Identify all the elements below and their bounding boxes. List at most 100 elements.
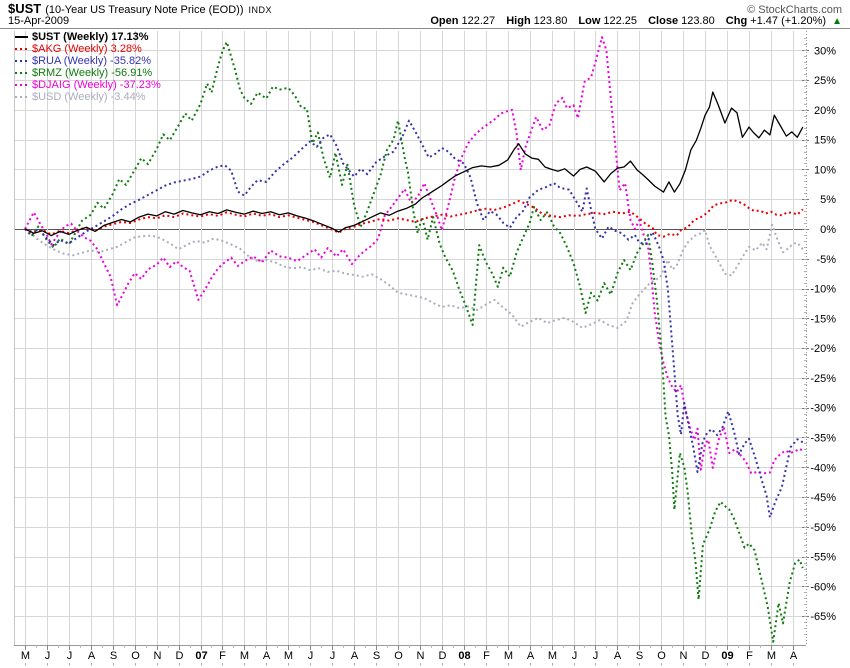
open-label: Open [430, 15, 459, 27]
x-tick-label: S [110, 650, 117, 662]
x-tick-label: O [131, 650, 140, 662]
legend-marker-djaig [15, 84, 28, 86]
x-tick-label: J [67, 650, 73, 662]
x-tick-label: M [767, 650, 776, 662]
x-tick-label: J [572, 650, 578, 662]
series-line-usd [24, 223, 804, 329]
y-tick-label: -65% [810, 611, 836, 623]
x-tick-label: A [527, 650, 535, 662]
vertical-gridlines [14, 31, 807, 645]
low-label: Low [578, 15, 601, 27]
chart-header: $UST (10-Year US Treasury Note Price (EO… [0, 0, 850, 29]
legend-item-akg: $AKG (Weekly) 3.28% [15, 43, 161, 55]
x-tick-label: M [284, 650, 293, 662]
series-line-djaig [24, 36, 804, 475]
x-tick-label: A [351, 650, 359, 662]
legend-label-usd: $USD (Weekly) -3.44% [32, 91, 146, 103]
exchange-tag: INDX [248, 5, 273, 15]
x-tick-label: F [483, 650, 490, 662]
y-tick-label: 30% [814, 45, 836, 57]
x-tick-label: O [394, 650, 403, 662]
x-tick-label: A [263, 650, 271, 662]
chart-header-row1: $UST (10-Year US Treasury Note Price (EO… [8, 1, 842, 16]
x-tick-label: 07 [195, 650, 207, 662]
x-axis-labels: M J J A S O N D 07 F M A M J J A S O N D 08 F M A M J J A S O N D 09 F M A [21, 650, 798, 662]
legend-item-usd: $USD (Weekly) -3.44% [15, 91, 161, 103]
chg-label: Chg [725, 15, 748, 27]
x-tick-label: 08 [458, 650, 470, 662]
x-tick-label: N [417, 650, 425, 662]
y-tick-label: -30% [810, 403, 836, 415]
x-tick-label: J [593, 650, 599, 662]
legend-marker-akg [15, 48, 28, 50]
x-tick-label: S [373, 650, 380, 662]
series-legend: $UST (Weekly) 17.13% $AKG (Weekly) 3.28% $… [15, 31, 161, 103]
y-tick-label: -40% [810, 462, 836, 474]
y-tick-label: -25% [810, 373, 836, 385]
y-tick-label: 0% [820, 224, 836, 236]
series-line-rua [24, 119, 804, 519]
legend-label-rmz: $RMZ (Weekly) -56.91% [32, 67, 153, 79]
up-arrow-icon: ▲ [832, 16, 842, 27]
close-value: 123.80 [681, 15, 715, 27]
y-tick-label: -15% [810, 313, 836, 325]
x-tick-label: M [548, 650, 557, 662]
x-tick-label: J [308, 650, 314, 662]
y-tick-label: -60% [810, 581, 836, 593]
legend-item-djaig: $DJAIG (Weekly) -37.23% [15, 79, 161, 91]
legend-label-djaig: $DJAIG (Weekly) -37.23% [32, 79, 161, 91]
x-tick-label: 09 [721, 650, 733, 662]
x-tick-label: D [439, 650, 447, 662]
y-tick-label: -10% [810, 284, 836, 296]
y-axis-labels: 30% 25% 20% 15% 10% 5% 0% -5% -10% -15% -20% -25% -3… [810, 45, 836, 623]
y-tick-label: -5% [816, 254, 836, 266]
chart-title: (10-Year US Treasury Note Price (EOD)) [45, 4, 244, 16]
x-tick-label: J [45, 650, 51, 662]
series-line-ust [24, 91, 804, 237]
x-tick-label: M [240, 650, 249, 662]
high-label: High [506, 15, 531, 27]
y-tick-label: -35% [810, 432, 836, 444]
open-value: 122.27 [461, 15, 496, 27]
legend-marker-usd [15, 96, 28, 98]
x-axis [14, 645, 806, 666]
x-tick-label: D [176, 650, 184, 662]
close-label: Close [648, 15, 679, 27]
x-tick-label: J [330, 650, 336, 662]
x-tick-label: A [88, 650, 96, 662]
copyright: © StockCharts.com [747, 4, 842, 16]
chart-date: 15-Apr-2009 [8, 15, 70, 27]
x-tick-label: A [790, 650, 798, 662]
x-tick-label: M [504, 650, 513, 662]
quote-strip: Open 122.27 High 123.80 Low 122.25 Close 123… [422, 15, 842, 27]
x-tick-label: M [21, 650, 30, 662]
legend-label-akg: $AKG (Weekly) 3.28% [32, 43, 142, 55]
y-tick-label: -55% [810, 552, 836, 564]
x-tick-label: S [636, 650, 643, 662]
legend-marker-rua [15, 60, 28, 62]
y-tick-label: 15% [814, 135, 836, 147]
series-line-rmz [24, 41, 804, 643]
x-tick-label: N [154, 650, 162, 662]
legend-marker-rmz [15, 72, 28, 74]
x-tick-label: D [702, 650, 710, 662]
legend-marker-ust [15, 36, 28, 38]
horizontal-gridlines [14, 50, 809, 617]
low-value: 122.25 [603, 15, 638, 27]
x-tick-label: A [614, 650, 622, 662]
high-value: 123.80 [533, 15, 568, 27]
legend-item-rmz: $RMZ (Weekly) -56.91% [15, 67, 161, 79]
legend-label-rua: $RUA (Weekly) -35.82% [32, 55, 152, 67]
chg-value: +1.47 (+1.20%) [750, 15, 827, 27]
y-tick-label: 10% [814, 164, 836, 176]
y-tick-label: -50% [810, 522, 836, 534]
chart-header-row2: 15-Apr-2009 Open 122.27 High 123.80 Low 122… [8, 15, 842, 28]
y-tick-label: -20% [810, 343, 836, 355]
y-tick-label: 25% [814, 75, 836, 87]
x-tick-label: F [219, 650, 226, 662]
legend-item-ust: $UST (Weekly) 17.13% [15, 31, 161, 43]
x-tick-label: O [657, 650, 666, 662]
y-tick-label: 20% [814, 105, 836, 117]
